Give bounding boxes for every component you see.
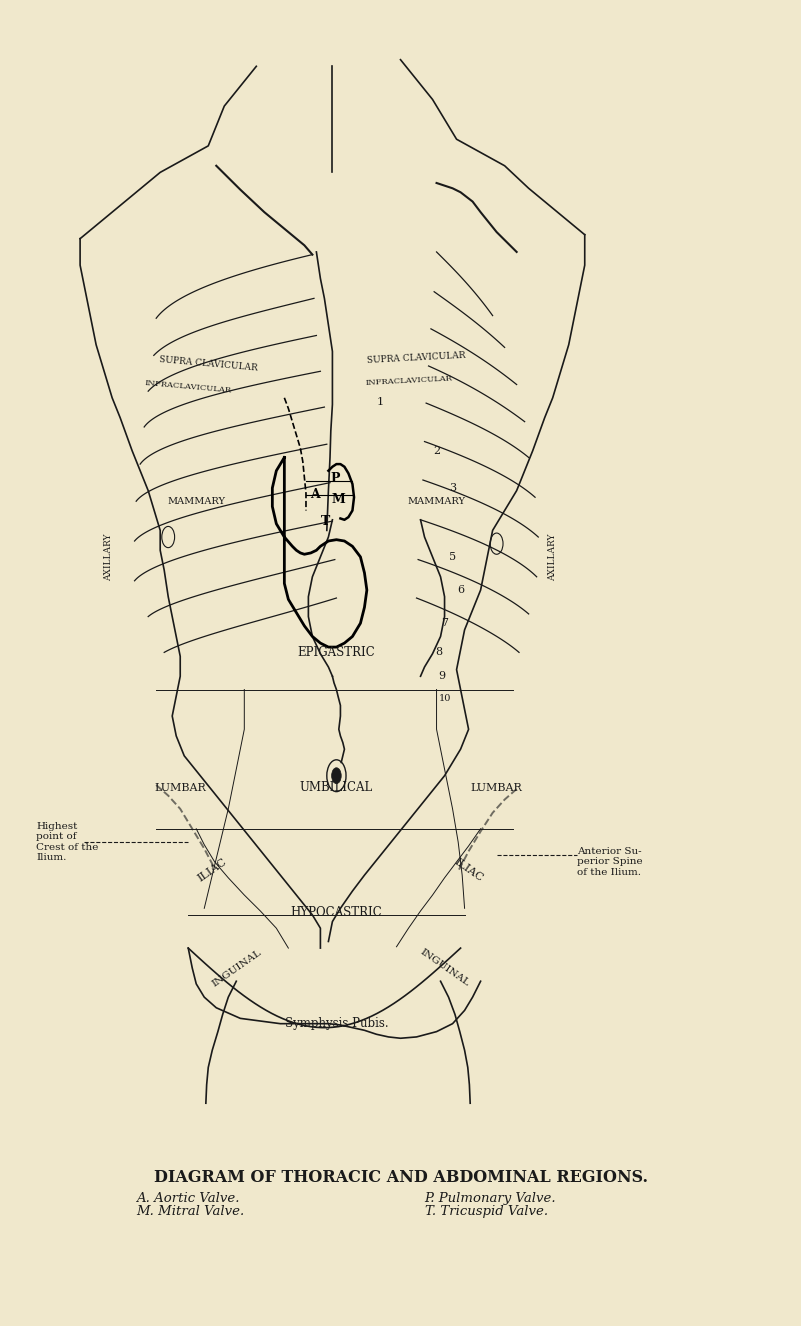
Text: 9: 9 xyxy=(439,671,445,682)
Text: MAMMARY: MAMMARY xyxy=(167,497,225,505)
Text: DIAGRAM OF THORACIC AND ABDOMINAL REGIONS.: DIAGRAM OF THORACIC AND ABDOMINAL REGION… xyxy=(154,1170,647,1185)
Text: M: M xyxy=(332,493,346,507)
Text: LUMBAR: LUMBAR xyxy=(471,782,522,793)
Text: Highest
point of
Crest of the
Ilium.: Highest point of Crest of the Ilium. xyxy=(36,822,99,862)
Circle shape xyxy=(332,768,341,784)
Text: 6: 6 xyxy=(457,585,464,595)
Text: AXILLARY: AXILLARY xyxy=(548,533,557,581)
Text: EPIGASTRIC: EPIGASTRIC xyxy=(297,646,376,659)
Text: 3: 3 xyxy=(449,483,456,493)
Text: Anterior Su-
perior Spine
of the Ilium.: Anterior Su- perior Spine of the Ilium. xyxy=(577,847,642,876)
Text: ILIAC: ILIAC xyxy=(196,857,228,883)
Text: HYPOCASTRIC: HYPOCASTRIC xyxy=(291,906,382,919)
Text: INFRACLAVICULAR: INFRACLAVICULAR xyxy=(364,374,453,387)
Text: T. Tricuspid Valve.: T. Tricuspid Valve. xyxy=(425,1205,548,1219)
Text: LUMBAR: LUMBAR xyxy=(155,782,206,793)
Text: INGUINAL: INGUINAL xyxy=(210,948,263,988)
Text: P: P xyxy=(330,472,340,485)
Text: SUPRA CLAVICULAR: SUPRA CLAVICULAR xyxy=(159,354,258,373)
Text: INFRACLAVICULAR: INFRACLAVICULAR xyxy=(144,379,232,395)
Text: ILIAC: ILIAC xyxy=(453,857,485,883)
Text: P. Pulmonary Valve.: P. Pulmonary Valve. xyxy=(425,1192,556,1205)
Text: 2: 2 xyxy=(433,446,440,456)
Text: A: A xyxy=(310,488,320,501)
Text: Symphysis Pubis.: Symphysis Pubis. xyxy=(284,1017,388,1030)
Text: 10: 10 xyxy=(438,695,451,703)
Text: 8: 8 xyxy=(436,647,442,658)
Text: M. Mitral Valve.: M. Mitral Valve. xyxy=(136,1205,244,1219)
Text: AXILLARY: AXILLARY xyxy=(103,533,113,581)
Text: SUPRA CLAVICULAR: SUPRA CLAVICULAR xyxy=(367,351,466,365)
Text: 7: 7 xyxy=(441,618,448,629)
Text: 5: 5 xyxy=(449,552,456,562)
Text: INGUINAL: INGUINAL xyxy=(418,948,471,988)
Text: UMBILICAL: UMBILICAL xyxy=(300,781,373,794)
Text: MAMMARY: MAMMARY xyxy=(408,497,465,505)
Text: 1: 1 xyxy=(377,396,384,407)
Text: T: T xyxy=(320,514,330,528)
Text: A. Aortic Valve.: A. Aortic Valve. xyxy=(136,1192,239,1205)
